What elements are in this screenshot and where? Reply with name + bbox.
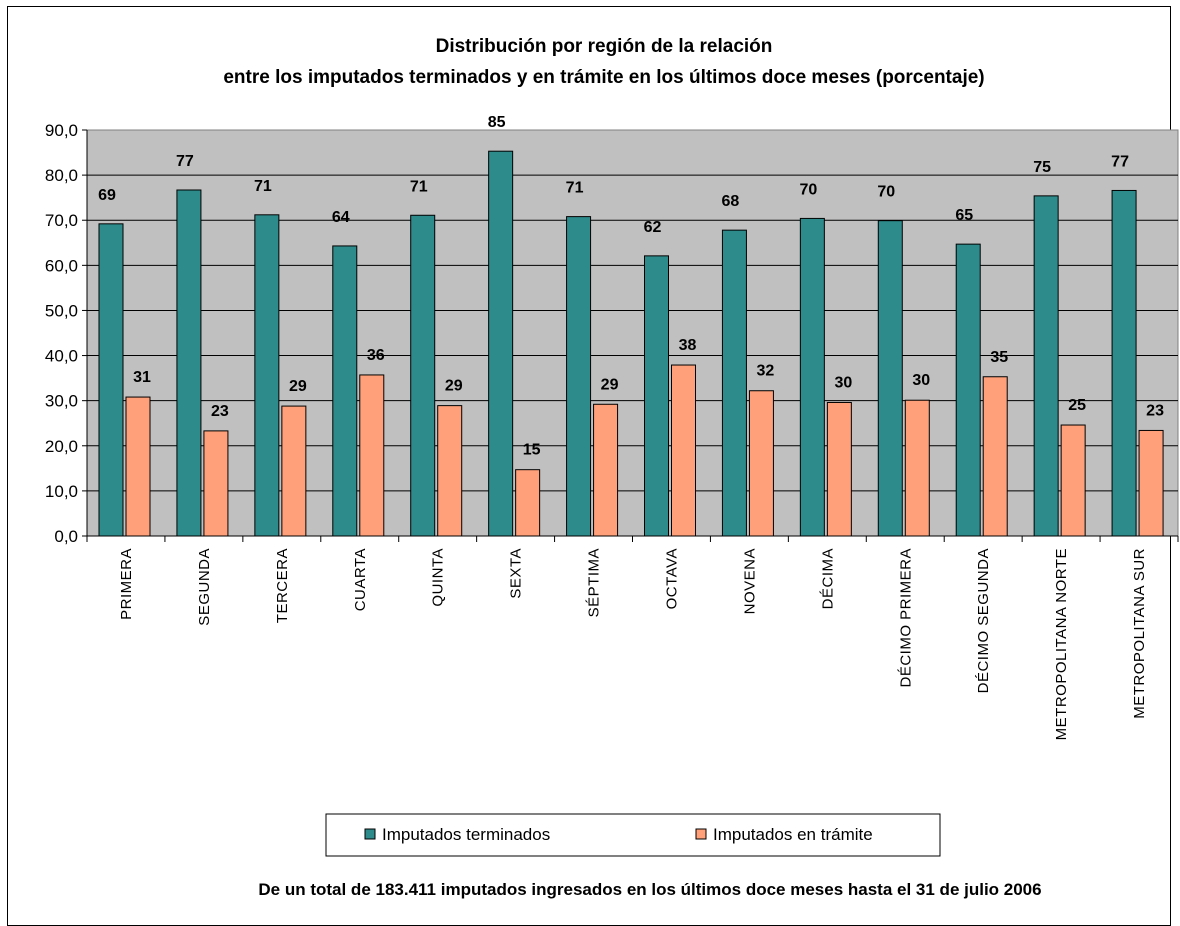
x-tick-label: QUINTA <box>430 548 447 607</box>
data-label-terminados: 70 <box>877 184 895 201</box>
plot-area: 0,0 10,0 20,0 30,0 40,0 50,0 60,0 70,0 80,0 90,0 P… <box>45 114 1179 740</box>
data-label-terminados: 75 <box>1033 159 1051 176</box>
chart-title-line-2: entre los imputados terminados y en trám… <box>223 67 984 88</box>
y-tick-label: 70,0 <box>45 211 78 230</box>
bar-terminados <box>877 220 903 537</box>
bar-tramite <box>593 403 619 537</box>
bar-terminados <box>955 243 981 537</box>
data-label-terminados: 62 <box>644 219 662 236</box>
bar-tramite <box>515 469 541 537</box>
data-label-tramite: 15 <box>523 442 541 459</box>
y-tick-label: 20,0 <box>45 437 78 456</box>
bar-tramite <box>125 396 151 537</box>
data-label-tramite: 32 <box>757 363 775 380</box>
bar-terminados <box>488 150 514 537</box>
data-label-tramite: 38 <box>679 337 697 354</box>
x-tick-label: CUARTA <box>352 548 369 611</box>
x-tick-label: DÉCIMA <box>819 548 836 609</box>
data-label-tramite: 30 <box>912 372 930 389</box>
bar-tramite <box>281 405 307 537</box>
x-tick-label: DÉCIMO SEGUNDA <box>975 548 992 693</box>
data-label-terminados: 71 <box>254 178 272 195</box>
x-tick-label: PRIMERA <box>118 548 135 620</box>
x-tick-label: DÉCIMO PRIMERA <box>897 548 914 688</box>
bar-terminados <box>721 229 747 537</box>
data-label-terminados: 77 <box>176 153 194 170</box>
y-tick-label: 50,0 <box>45 301 78 320</box>
data-label-terminados: 85 <box>488 114 506 131</box>
plot-background <box>86 129 1179 537</box>
bar-terminados <box>176 189 202 537</box>
bar-terminados <box>644 255 669 537</box>
y-tick-label: 10,0 <box>45 482 78 501</box>
legend: Imputados terminados Imputados en trámit… <box>325 813 941 857</box>
data-label-tramite: 23 <box>211 403 229 420</box>
x-tick-label: SÉPTIMA <box>586 548 603 617</box>
data-label-tramite: 23 <box>1146 402 1164 419</box>
x-tick-label: SEXTA <box>508 548 525 599</box>
legend-label-tramite: Imputados en trámite <box>713 825 873 844</box>
bar-tramite <box>1060 424 1086 537</box>
x-tick-label: METROPOLITANA SUR <box>1131 548 1148 719</box>
data-label-terminados: 68 <box>722 193 740 210</box>
chart-title-line-1: Distribución por región de la relación <box>436 36 773 57</box>
bar-terminados <box>1033 195 1059 537</box>
data-label-terminados: 71 <box>566 180 584 197</box>
data-label-tramite: 31 <box>133 369 151 386</box>
data-label-terminados: 77 <box>1111 153 1129 170</box>
data-label-terminados: 64 <box>332 209 350 226</box>
bar-terminados <box>332 245 358 537</box>
data-label-tramite: 35 <box>990 349 1008 366</box>
y-tick-label: 40,0 <box>45 347 78 366</box>
data-label-terminados: 69 <box>98 187 116 204</box>
y-tick-label: 90,0 <box>45 121 78 140</box>
y-tick-label: 60,0 <box>45 256 78 275</box>
bar-tramite <box>826 401 852 537</box>
legend-swatch-terminados <box>364 828 376 840</box>
x-tick-label: METROPOLITANA NORTE <box>1053 548 1070 740</box>
legend-swatch-tramite <box>695 828 707 840</box>
bar-terminados <box>254 214 280 537</box>
y-tick-label: 30,0 <box>45 392 78 411</box>
bar-terminados <box>1111 189 1137 537</box>
x-tick-label: OCTAVA <box>663 548 680 609</box>
data-label-tramite: 30 <box>834 374 852 391</box>
bar-terminados <box>566 216 592 537</box>
y-tick-label: 0,0 <box>54 527 78 546</box>
data-label-tramite: 29 <box>289 378 307 395</box>
y-tick-label: 80,0 <box>45 166 78 185</box>
footnote: De un total de 183.411 imputados ingresa… <box>258 880 1041 899</box>
data-label-tramite: 25 <box>1068 397 1086 414</box>
legend-label-terminados: Imputados terminados <box>382 825 550 844</box>
data-label-tramite: 29 <box>601 376 619 393</box>
legend-box <box>325 813 941 857</box>
x-tick-label: TERCERA <box>274 548 291 623</box>
data-label-terminados: 71 <box>410 178 428 195</box>
data-label-terminados: 70 <box>799 181 817 198</box>
bar-tramite <box>748 390 774 537</box>
data-label-tramite: 29 <box>445 378 463 395</box>
bar-terminados <box>410 214 436 537</box>
x-tick-label: NOVENA <box>741 548 758 614</box>
bar-tramite <box>359 374 385 537</box>
bar-tramite <box>982 376 1008 537</box>
data-label-tramite: 36 <box>367 347 385 364</box>
bar-terminados <box>799 217 825 537</box>
bar-tramite <box>904 399 930 537</box>
bar-tramite <box>671 364 696 537</box>
bar-tramite <box>203 430 229 537</box>
x-tick-label: SEGUNDA <box>196 548 213 626</box>
bar-tramite <box>437 405 463 537</box>
data-label-terminados: 65 <box>955 207 973 224</box>
bar-tramite <box>1138 429 1164 537</box>
bar-terminados <box>98 223 124 537</box>
